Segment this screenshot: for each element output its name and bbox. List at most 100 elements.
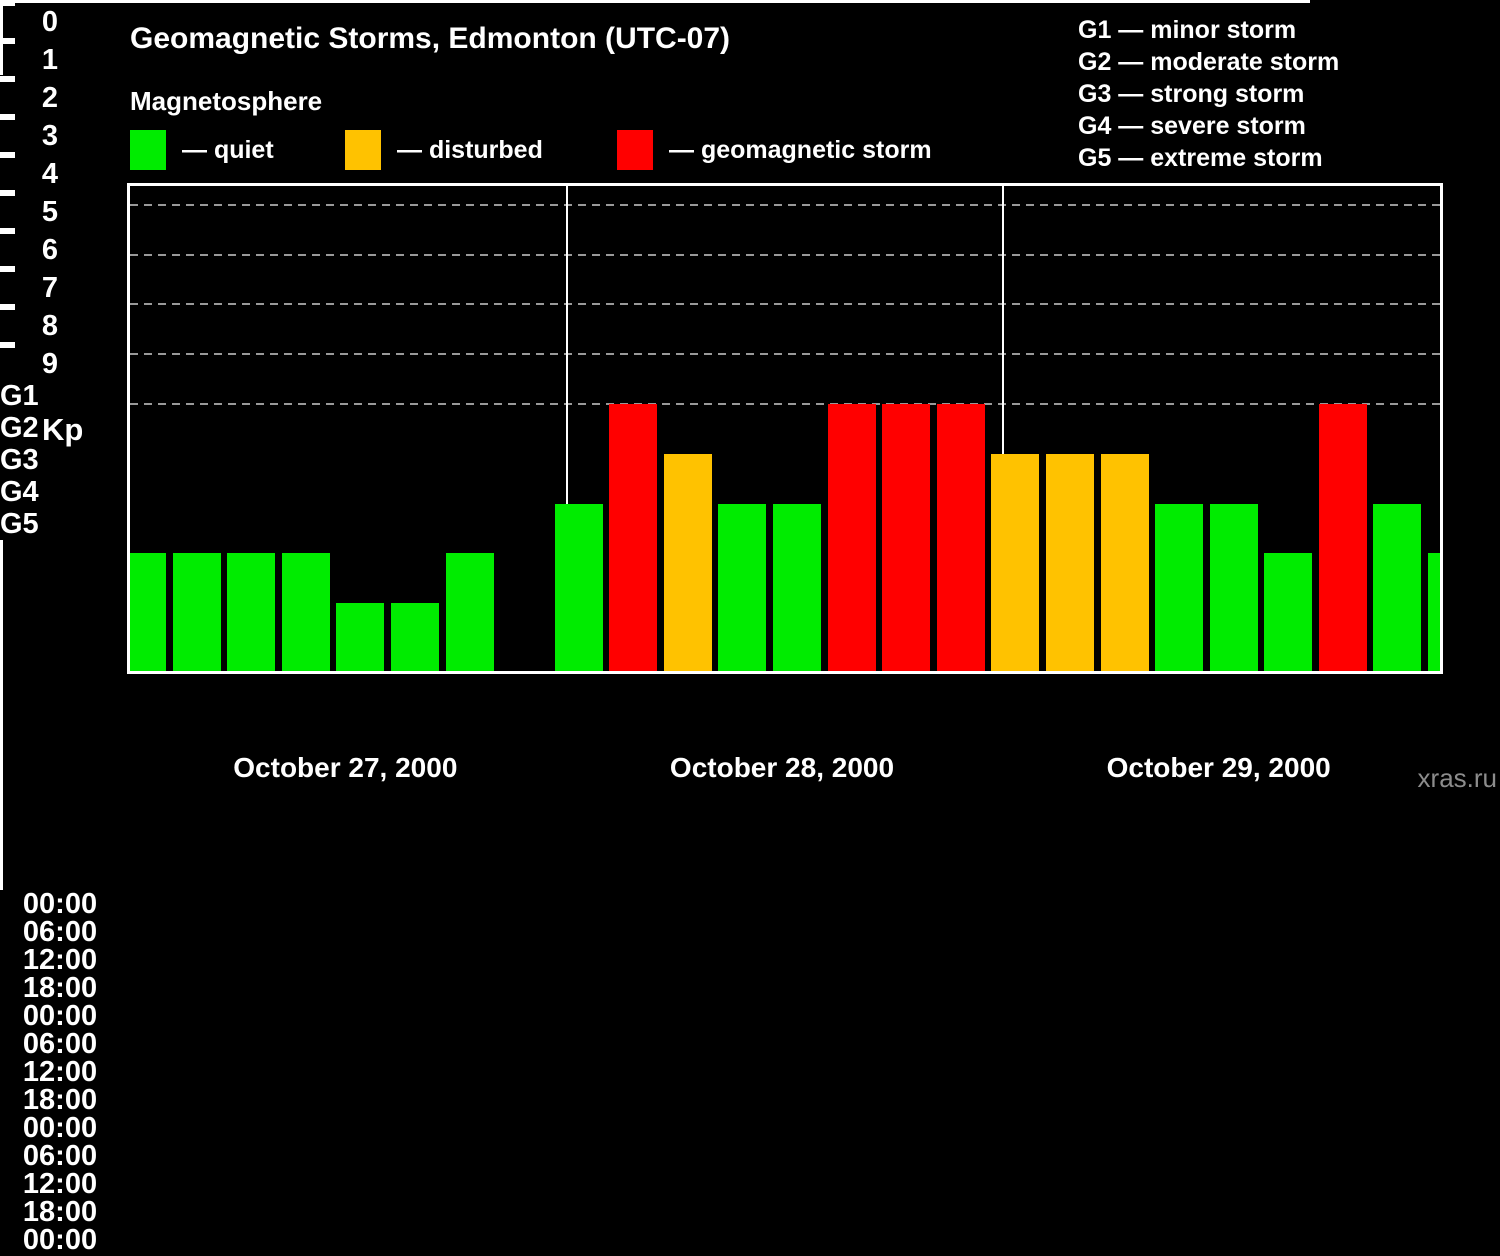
kp-bar <box>281 553 330 671</box>
y-tick-label: 2 <box>41 82 58 114</box>
x-tick-label: 00:00 <box>22 1112 98 1144</box>
x-axis-tick <box>0 568 3 582</box>
g-scale-tick-label: G5 <box>0 508 39 540</box>
kp-bar <box>1045 453 1094 671</box>
x-axis-tick <box>0 624 3 638</box>
g-scale-legend-item: G4 — severe storm <box>1078 112 1306 140</box>
y-axis-tick <box>0 342 15 345</box>
gridline-kp8 <box>130 253 1440 256</box>
day-boundary-line <box>565 186 568 671</box>
right-axis-tick <box>0 345 15 348</box>
right-axis-tick <box>0 269 15 272</box>
right-axis-tick <box>0 3 15 6</box>
g-scale-legend-item: G1 — minor storm <box>1078 16 1297 44</box>
kp-bar <box>991 453 1040 671</box>
x-tick-label: 18:00 <box>22 1196 98 1228</box>
y-axis-tick <box>0 266 15 269</box>
legend-item-disturbed: — disturbed <box>345 130 543 170</box>
right-axis-tick <box>0 193 15 196</box>
chart-axes: 0 1 2 3 4 5 6 7 8 9 G1 G2 G3 G4 G5 00:00 06:00 12:00 18:00… <box>0 0 120 1255</box>
y-tick-label: 6 <box>41 234 58 266</box>
x-axis-tick <box>0 876 3 890</box>
x-axis-tick <box>0 596 3 610</box>
x-tick-label: 06:00 <box>22 1028 98 1060</box>
kp-bar <box>130 553 166 671</box>
x-axis-tick <box>0 666 3 680</box>
x-axis-tick <box>0 848 3 862</box>
x-axis-tick <box>0 638 3 652</box>
date-axis-separator <box>0 3 3 21</box>
x-axis-tick <box>0 708 3 722</box>
x-tick-label: 00:00 <box>22 1000 98 1032</box>
y-axis-tick <box>0 114 15 117</box>
x-axis-tick <box>0 736 3 750</box>
kp-bar <box>936 404 985 671</box>
date-label: October 28, 2000 <box>669 752 895 783</box>
date-axis-separator <box>0 21 3 39</box>
kp-bar <box>554 503 603 671</box>
kp-bar <box>1373 503 1422 671</box>
x-axis-tick <box>0 722 3 736</box>
x-axis-tick <box>0 610 3 624</box>
right-axis-tick <box>0 79 15 82</box>
g-scale-legend-item: G5 — extreme storm <box>1078 144 1323 172</box>
x-axis-tick <box>0 862 3 876</box>
watermark: xras.ru <box>1417 763 1497 793</box>
quiet-color-swatch <box>130 130 166 170</box>
right-axis-tick <box>0 41 15 44</box>
y-axis-tick <box>0 228 15 231</box>
y-tick-label: 5 <box>41 196 58 228</box>
x-axis-tick <box>0 540 3 554</box>
x-axis-tick <box>0 750 3 764</box>
legend-label-storm: — geomagnetic storm <box>669 135 932 164</box>
x-tick-label: 12:00 <box>22 1168 98 1200</box>
y-tick-label: 8 <box>41 310 58 342</box>
y-tick-label: 4 <box>41 158 58 190</box>
y-tick-label: 1 <box>41 44 58 76</box>
legend-item-quiet: — quiet <box>130 130 274 170</box>
right-axis-tick <box>0 231 15 234</box>
kp-bar <box>172 553 221 671</box>
kp-bar <box>1428 553 1440 671</box>
legend-label-quiet: — quiet <box>182 135 274 164</box>
y-axis-tick <box>0 38 15 41</box>
x-axis-tick <box>0 582 3 596</box>
kp-bar <box>718 503 767 671</box>
kp-bar <box>1155 503 1204 671</box>
gridline-kp5 <box>130 403 1440 405</box>
kp-bar <box>827 404 876 671</box>
y-axis-tick <box>0 304 15 307</box>
date-axis-line <box>0 0 1310 3</box>
gridline-kp9 <box>130 203 1440 206</box>
x-tick-label: 00:00 <box>22 888 98 920</box>
right-axis-tick <box>0 117 15 120</box>
gridline-kp6 <box>130 353 1440 356</box>
x-axis-tick <box>0 554 3 568</box>
x-axis-tick <box>0 820 3 834</box>
date-axis-separator <box>0 57 3 75</box>
date-label: October 27, 2000 <box>233 752 458 783</box>
g-scale-tick-label: G3 <box>0 444 39 476</box>
y-axis-tick <box>0 76 15 79</box>
y-tick-label: 7 <box>41 272 58 304</box>
date-label: October 29, 2000 <box>1106 752 1331 783</box>
y-axis-tick <box>0 190 15 193</box>
date-axis-separator <box>0 39 3 57</box>
g-scale-tick-label: G1 <box>0 380 39 412</box>
y-tick-label: 9 <box>41 348 58 380</box>
kp-bar <box>445 553 494 671</box>
x-axis-tick <box>0 778 3 792</box>
x-axis-tick <box>0 680 3 694</box>
day-boundary-line <box>1002 186 1005 671</box>
x-tick-label: 18:00 <box>22 972 98 1004</box>
magnetosphere-label: Magnetosphere <box>130 86 323 116</box>
x-tick-label: 18:00 <box>22 1084 98 1116</box>
x-tick-label: 12:00 <box>22 944 98 976</box>
x-axis-tick <box>0 834 3 848</box>
gridline-kp7 <box>130 303 1440 306</box>
kp-bar <box>1100 453 1149 671</box>
x-axis-tick <box>0 652 3 666</box>
legend-item-storm: — geomagnetic storm <box>617 130 932 170</box>
y-tick-label: 0 <box>41 6 58 38</box>
